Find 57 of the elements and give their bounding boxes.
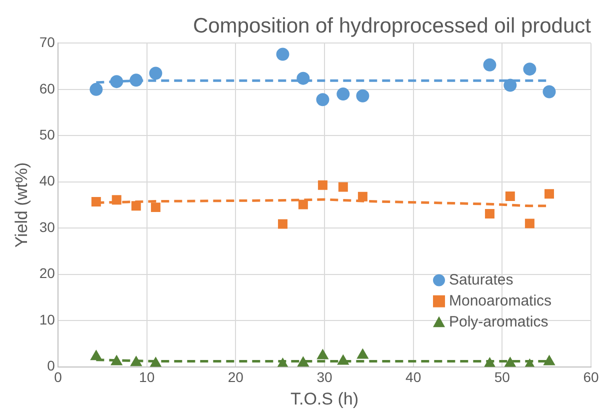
point bbox=[542, 85, 556, 98]
point bbox=[131, 201, 141, 211]
y-tick-label: 50 bbox=[39, 126, 56, 143]
point bbox=[356, 348, 368, 359]
point bbox=[544, 189, 554, 199]
legend-label: Monoaromatics bbox=[449, 292, 552, 310]
point bbox=[316, 93, 330, 106]
point bbox=[91, 197, 101, 207]
point bbox=[149, 66, 162, 80]
y-tick-label: 60 bbox=[39, 80, 56, 96]
x-tick-label: 60 bbox=[583, 369, 599, 386]
point bbox=[110, 355, 122, 366]
y-tick-label: 70 bbox=[39, 34, 56, 50]
x-tick-label: 50 bbox=[494, 369, 510, 386]
point bbox=[356, 89, 370, 102]
point bbox=[110, 75, 124, 88]
y-tick-label: 0 bbox=[47, 358, 56, 374]
y-axis-title: Yield (wt%) bbox=[12, 162, 31, 248]
point bbox=[336, 88, 350, 101]
point bbox=[276, 48, 290, 61]
y-tick-label: 20 bbox=[39, 265, 56, 282]
point bbox=[318, 180, 328, 190]
x-tick-label: 10 bbox=[139, 369, 155, 386]
y-tick-label: 40 bbox=[39, 172, 56, 189]
point bbox=[150, 357, 162, 367]
point bbox=[483, 58, 496, 72]
point bbox=[297, 356, 309, 367]
point bbox=[130, 356, 142, 366]
point bbox=[90, 350, 102, 360]
point bbox=[296, 72, 310, 85]
point bbox=[358, 192, 368, 202]
point bbox=[317, 349, 328, 360]
point bbox=[505, 191, 515, 201]
point bbox=[544, 355, 555, 366]
point bbox=[484, 209, 494, 219]
legend-label: Saturates bbox=[449, 271, 514, 288]
point bbox=[278, 219, 288, 229]
point bbox=[150, 202, 160, 212]
point bbox=[298, 200, 308, 210]
legend-label: Poly-aromatics bbox=[449, 313, 548, 330]
point bbox=[90, 82, 103, 96]
y-tick-label: 30 bbox=[39, 218, 56, 235]
point bbox=[484, 358, 496, 367]
point bbox=[112, 195, 122, 205]
y-tick-label: 10 bbox=[39, 311, 56, 328]
x-tick-label: 20 bbox=[228, 369, 244, 386]
x-axis-title: T.O.S (h) bbox=[290, 389, 358, 408]
x-tick-label: 30 bbox=[316, 369, 332, 386]
point bbox=[524, 218, 534, 228]
point bbox=[337, 354, 349, 365]
point bbox=[523, 62, 536, 76]
x-tick-label: 40 bbox=[406, 369, 422, 386]
point bbox=[504, 78, 517, 92]
point bbox=[130, 74, 143, 87]
point bbox=[504, 357, 516, 367]
chart-title: Composition of hydroprocessed oil product bbox=[192, 14, 592, 38]
point bbox=[338, 182, 348, 192]
